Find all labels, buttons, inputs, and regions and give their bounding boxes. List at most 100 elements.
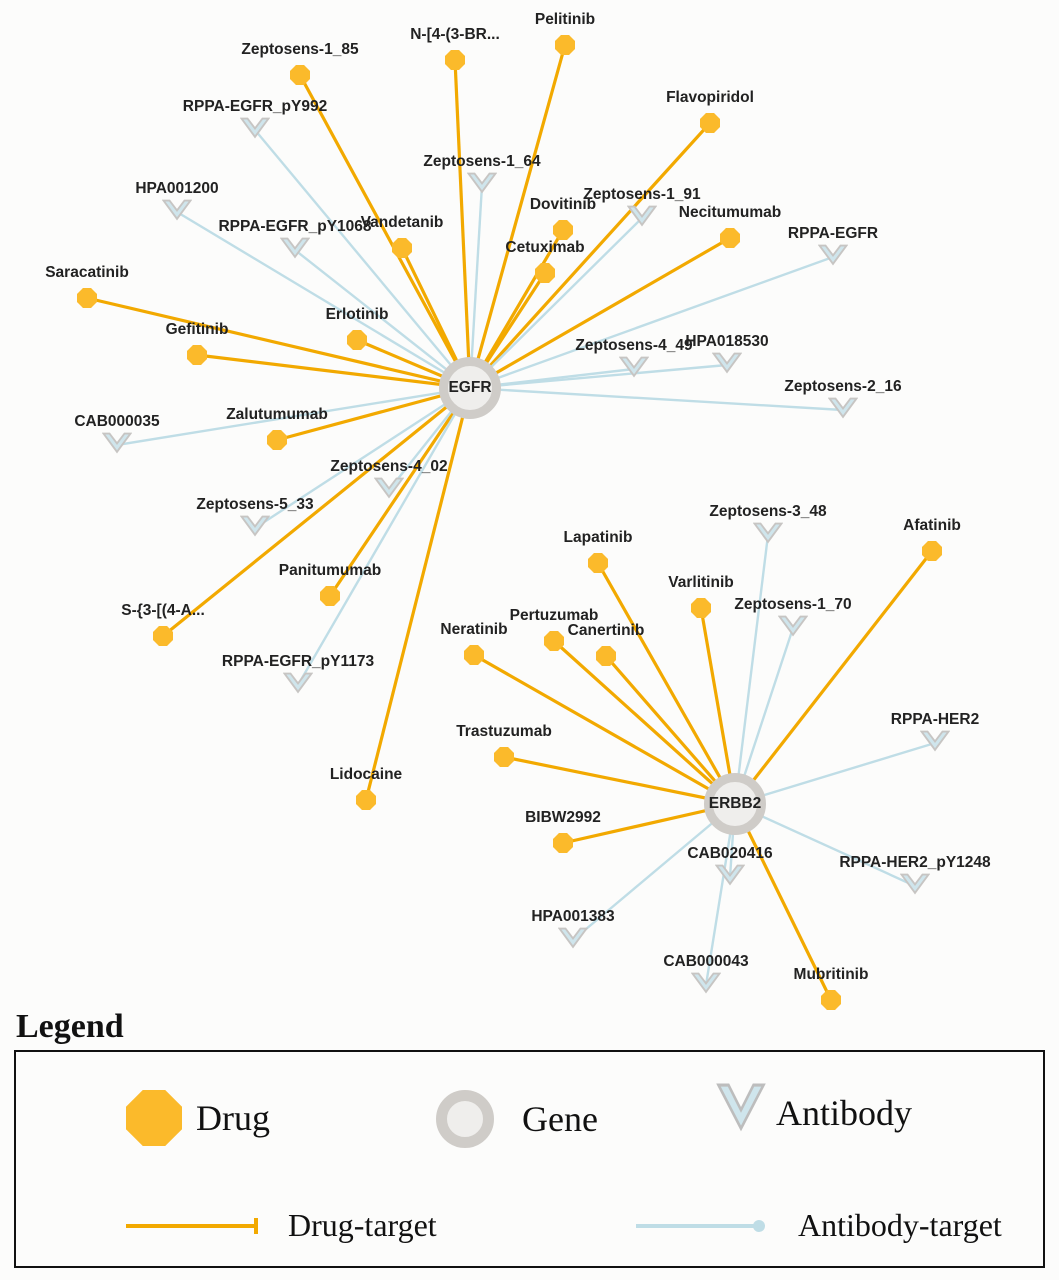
drug-node-cetuximab[interactable] (535, 263, 555, 283)
gene-label-egfr: EGFR (448, 379, 491, 397)
antibody-node-z191[interactable] (627, 205, 657, 231)
legend-gene-label: Gene (522, 1098, 598, 1140)
drug-node-lidocaine[interactable] (356, 790, 376, 810)
antibody-node-cab020416[interactable] (715, 864, 745, 890)
antibody-label-z164: Zeptosens-1_64 (423, 153, 540, 171)
antibody-node-cab000043[interactable] (691, 972, 721, 998)
drug-node-vandetanib[interactable] (392, 238, 412, 258)
antibody-node-pY1173[interactable] (283, 672, 313, 698)
drug-node-n4br[interactable] (445, 50, 465, 70)
antibody-node-z249[interactable] (619, 356, 649, 382)
drug-label-cetuximab: Cetuximab (505, 239, 584, 257)
legend-title: Legend (16, 1008, 124, 1046)
legend-item-antibody-target: Antibody-target (636, 1207, 1002, 1244)
antibody-label-z249: Zeptosens-4_49 (575, 337, 692, 355)
antibody-node-rppaegfr[interactable] (818, 244, 848, 270)
gene-node-egfr[interactable]: EGFR (439, 357, 501, 419)
antibody-label-z216: Zeptosens-2_16 (784, 378, 901, 396)
drug-node-flavopiridol[interactable] (700, 113, 720, 133)
drug-node-gefitinib[interactable] (187, 345, 207, 365)
antibody-label-rppaher2py1248: RPPA-HER2_pY1248 (839, 854, 990, 872)
antibody-label-cab020416: CAB020416 (687, 845, 772, 863)
legend-drug-target-label: Drug-target (288, 1207, 437, 1244)
drug-node-npl85[interactable] (290, 65, 310, 85)
drug-label-afatinib: Afatinib (903, 517, 961, 535)
antibody-node-z533[interactable] (240, 515, 270, 541)
drug-node-dovitinib[interactable] (553, 220, 573, 240)
gene-label-erbb2: ERBB2 (709, 795, 762, 813)
antibody-label-z533: Zeptosens-5_33 (196, 496, 313, 514)
drug-label-neratinib: Neratinib (440, 621, 507, 639)
drug-node-bibw2992[interactable] (553, 833, 573, 853)
drug-label-vandetanib: Vandetanib (361, 214, 444, 232)
antibody-label-z402: Zeptosens-4_02 (330, 458, 447, 476)
antibody-node-cab000035[interactable] (102, 432, 132, 458)
drug-label-pelitinib: Pelitinib (535, 11, 595, 29)
drug-label-necitumumab: Necitumumab (679, 204, 782, 222)
antibody-node-hpa001383[interactable] (558, 927, 588, 953)
drug-label-lidocaine: Lidocaine (330, 766, 402, 784)
antibody-label-rppaher2: RPPA-HER2 (891, 711, 979, 729)
antibody-label-hpa001383: HPA001383 (531, 908, 614, 926)
antibody-node-z402[interactable] (374, 477, 404, 503)
drug-label-n4br: N-[4-(3-BR... (410, 26, 500, 44)
drug-label-flavopiridol: Flavopiridol (666, 89, 754, 107)
antibody-node-z216[interactable] (828, 397, 858, 423)
antibody-label-z170: Zeptosens-1_70 (734, 596, 851, 614)
drug-node-zalutumumab[interactable] (267, 430, 287, 450)
drug-node-saracatinib[interactable] (77, 288, 97, 308)
drug-node-panitumumab[interactable] (320, 586, 340, 606)
drug-node-trastuzumab[interactable] (494, 747, 514, 767)
legend-item-drug-target: Drug-target (126, 1207, 437, 1244)
antibody-node-pY1068[interactable] (280, 237, 310, 263)
legend-item-drug: Drug (126, 1090, 270, 1146)
drug-label-bibw2992: BIBW2992 (525, 809, 601, 827)
drug-node-necitumumab[interactable] (720, 228, 740, 248)
antibody-label-z348: Zeptosens-3_48 (709, 503, 826, 521)
drug-node-pelitinib[interactable] (555, 35, 575, 55)
legend-box: Drug Gene Antibody Drug-target (14, 1050, 1045, 1268)
antibody-label-pY1173: RPPA-EGFR_pY1173 (222, 653, 374, 671)
antibody-node-pY992[interactable] (240, 117, 270, 143)
drug-node-lapatinib[interactable] (588, 553, 608, 573)
drug-node-canertinib[interactable] (596, 646, 616, 666)
drug-node-afatinib[interactable] (922, 541, 942, 561)
drug-label-mubritinib: Mubritinib (794, 966, 869, 984)
antibody-label-z191: Zeptosens-1_91 (583, 186, 700, 204)
drug-label-erlotinib: Erlotinib (326, 306, 389, 324)
drug-label-npl85: Zeptosens-1_85 (241, 41, 358, 59)
antibody-icon (716, 1082, 766, 1144)
drug-label-gefitinib: Gefitinib (166, 321, 229, 339)
legend-item-antibody: Antibody (716, 1082, 912, 1144)
antibody-node-z348[interactable] (753, 522, 783, 548)
drug-label-trastuzumab: Trastuzumab (456, 723, 552, 741)
antibody-node-hpa018530[interactable] (712, 352, 742, 378)
drug-node-erlotinib[interactable] (347, 330, 367, 350)
legend-drug-label: Drug (196, 1097, 270, 1139)
antibody-label-cab000043: CAB000043 (663, 953, 748, 971)
drug-node-neratinib[interactable] (464, 645, 484, 665)
legend-item-gene: Gene (436, 1090, 598, 1148)
gene-node-erbb2[interactable]: ERBB2 (704, 773, 766, 835)
antibody-label-pY1068: RPPA-EGFR_pY1068 (218, 218, 371, 236)
drug-label-lapatinib: Lapatinib (564, 529, 633, 547)
antibody-node-rppaher2py1248[interactable] (900, 873, 930, 899)
drug-label-varlitinib: Varlitinib (668, 574, 733, 592)
drug-label-panitumumab: Panitumumab (279, 562, 381, 580)
antibody-node-z164[interactable] (467, 172, 497, 198)
drug-node-pertuzumab[interactable] (544, 631, 564, 651)
gene-icon (436, 1090, 494, 1148)
legend-antibody-label: Antibody (776, 1092, 912, 1134)
antibody-label-rppaegfr: RPPA-EGFR (788, 225, 878, 243)
antibody-label-hpa018530: HPA018530 (685, 333, 768, 351)
drug-label-saracatinib: Saracatinib (45, 264, 129, 282)
antibody-node-z170[interactable] (778, 615, 808, 641)
antibody-node-hpa001200[interactable] (162, 199, 192, 225)
antibody-node-rppaher2[interactable] (920, 730, 950, 756)
drug-node-varlitinib[interactable] (691, 598, 711, 618)
drug-label-s34a: S-{3-[(4-A... (121, 602, 205, 620)
antibody-label-pY992: RPPA-EGFR_pY992 (183, 98, 327, 116)
antibody-label-hpa001200: HPA001200 (135, 180, 218, 198)
drug-node-s34a[interactable] (153, 626, 173, 646)
drug-node-mubritinib[interactable] (821, 990, 841, 1010)
